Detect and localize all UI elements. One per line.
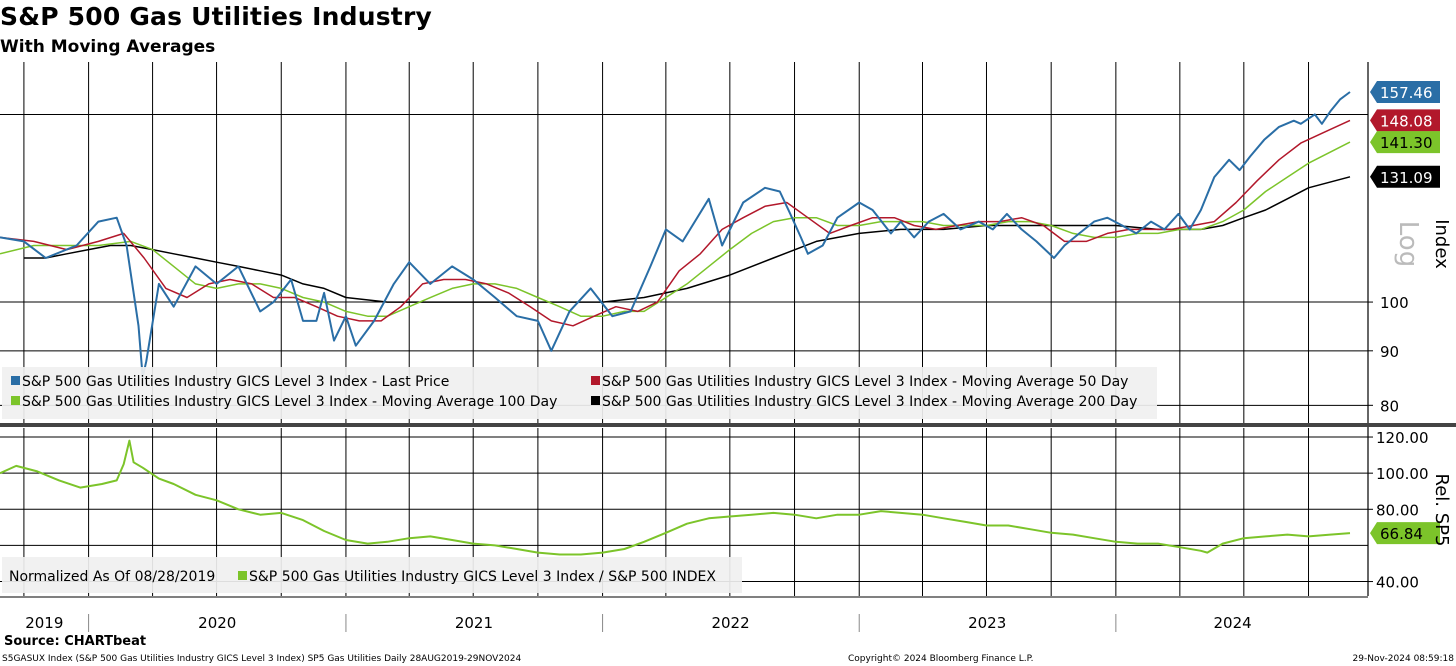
legend-item-ma100-label: S&P 500 Gas Utilities Industry GICS Leve… bbox=[22, 394, 557, 410]
tag-ma50-text: 148.08 bbox=[1380, 112, 1433, 130]
y-tick-label: 90 bbox=[1380, 343, 1399, 361]
series-layer bbox=[0, 91, 1351, 556]
series-relative-line bbox=[0, 439, 1351, 556]
legend-relative-swatch bbox=[238, 571, 247, 580]
y-tick-label: 40.00 bbox=[1376, 574, 1419, 592]
legend-item-last-price: S&P 500 Gas Utilities Industry GICS Leve… bbox=[11, 374, 449, 390]
legend-item-ma100: S&P 500 Gas Utilities Industry GICS Leve… bbox=[11, 394, 557, 410]
legend-top-background bbox=[2, 367, 1157, 419]
tag-ma100-shape bbox=[1370, 131, 1440, 154]
tag-last-price: 157.46 bbox=[1370, 80, 1440, 103]
legend-item-ma50-label: S&P 500 Gas Utilities Industry GICS Leve… bbox=[602, 374, 1128, 390]
source-note: Source: CHARTbeat bbox=[4, 634, 147, 649]
legend-item-ma200-label: S&P 500 Gas Utilities Industry GICS Leve… bbox=[602, 394, 1137, 410]
legend-item-ma50-swatch bbox=[591, 376, 600, 385]
legend-layer: S&P 500 Gas Utilities Industry GICS Leve… bbox=[2, 367, 1157, 593]
grid-lines bbox=[0, 62, 1368, 596]
series-ma50-line bbox=[0, 119, 1351, 327]
y-tick-label: 80 bbox=[1380, 397, 1399, 415]
x-tick-label: 2024 bbox=[1213, 614, 1251, 632]
legend-item-last-price-swatch bbox=[11, 376, 20, 385]
tag-relative: 66.84 bbox=[1370, 522, 1440, 545]
legend-relative-label: S&P 500 Gas Utilities Industry GICS Leve… bbox=[249, 569, 716, 585]
x-tick-label: 2020 bbox=[198, 614, 236, 632]
y-tick-label: 100.00 bbox=[1376, 465, 1429, 483]
y-tick-label: 80.00 bbox=[1376, 501, 1419, 519]
tag-ma100-text: 141.30 bbox=[1380, 134, 1433, 152]
y-axis-title-bottom: Rel. SP5 bbox=[1431, 474, 1452, 547]
chart-title: S&P 500 Gas Utilities Industry bbox=[0, 2, 432, 31]
legend-item-ma200: S&P 500 Gas Utilities Industry GICS Leve… bbox=[591, 394, 1137, 410]
footer-ticker-info: S5GASUX Index (S&P 500 Gas Utilities Ind… bbox=[2, 654, 522, 664]
tag-ma100: 141.30 bbox=[1370, 131, 1440, 154]
panel-separator bbox=[0, 423, 1456, 427]
x-tick-label: 2021 bbox=[455, 614, 493, 632]
log-scale-label: Log bbox=[1393, 221, 1423, 267]
tag-last-price-shape bbox=[1370, 80, 1440, 103]
legend-bottom-background bbox=[2, 557, 742, 593]
panel-borders bbox=[0, 62, 1456, 598]
footer-timestamp: 29-Nov-2024 08:59:18 bbox=[1352, 654, 1454, 664]
tag-relative-text: 66.84 bbox=[1380, 525, 1423, 543]
x-tick-label: 2019 bbox=[25, 614, 63, 632]
tag-relative-shape bbox=[1370, 522, 1440, 545]
tag-ma200-text: 131.09 bbox=[1380, 169, 1433, 187]
y-tick-label: 120.00 bbox=[1376, 429, 1429, 447]
tag-last-price-text: 157.46 bbox=[1380, 84, 1433, 102]
legend-item-ma100-swatch bbox=[11, 396, 20, 405]
y-axis-title-top: Index bbox=[1431, 219, 1452, 269]
tag-ma200: 131.09 bbox=[1370, 165, 1440, 188]
legend-item-ma200-swatch bbox=[591, 396, 600, 405]
legend-normalized-note: Normalized As Of 08/28/2019 bbox=[9, 569, 215, 585]
series-ma100-line bbox=[0, 141, 1351, 317]
legend-item-last-price-label: S&P 500 Gas Utilities Industry GICS Leve… bbox=[22, 374, 449, 390]
footer-copyright: Copyright© 2024 Bloomberg Finance L.P. bbox=[848, 654, 1034, 664]
series-last-price-line bbox=[0, 91, 1351, 379]
y-tick-label: 100 bbox=[1380, 294, 1409, 312]
legend-item-ma50: S&P 500 Gas Utilities Industry GICS Leve… bbox=[591, 374, 1128, 390]
x-tick-label: 2023 bbox=[968, 614, 1006, 632]
chart-subtitle: With Moving Averages bbox=[0, 37, 216, 57]
tag-ma200-shape bbox=[1370, 165, 1440, 188]
tag-ma50: 148.08 bbox=[1370, 109, 1440, 132]
axis-layer: 80 90 100 40.00 80.00 100.00 120.00 157.46 148.0… bbox=[25, 80, 1452, 632]
tag-ma50-shape bbox=[1370, 109, 1440, 132]
x-tick-label: 2022 bbox=[711, 614, 749, 632]
